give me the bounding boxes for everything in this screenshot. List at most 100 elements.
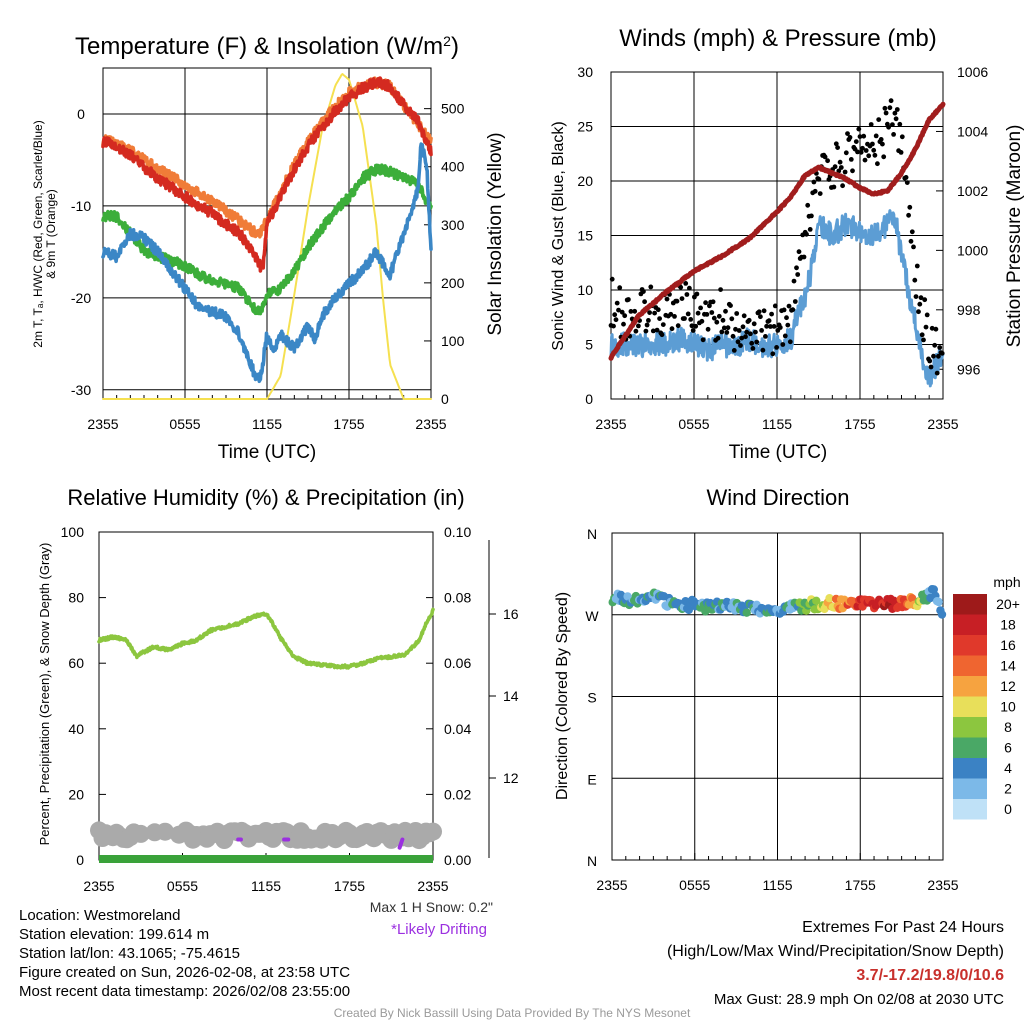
dir-point xyxy=(812,596,821,605)
temp-y-right-tick-label: 300 xyxy=(441,217,465,233)
wind-gust-point xyxy=(659,332,665,338)
wind-gust-point xyxy=(906,212,911,218)
dir-x-tick-label: 0555 xyxy=(679,877,710,893)
wind-gust-point xyxy=(759,328,764,333)
wind-gust-point xyxy=(731,348,737,353)
rh-x-tick-label: 2355 xyxy=(83,878,114,894)
temp-x-tick-label: 2355 xyxy=(87,416,118,432)
wind-gust-point xyxy=(876,117,882,122)
wind-gust-point xyxy=(907,204,913,210)
temp-y-axis-label-line: & 9m T (Orange) xyxy=(44,189,58,279)
dir-point xyxy=(934,597,943,607)
extremes-values: 3.7/-17.2/19.8/0/10.6 xyxy=(856,967,1004,984)
dir-y-tick-label: E xyxy=(587,771,596,787)
rh-plot-area xyxy=(98,531,434,861)
wind-gust-point xyxy=(811,179,817,185)
rh-y-right-tick-label: 0.10 xyxy=(444,524,471,540)
wind-gust-point xyxy=(786,303,792,309)
colorbar-swatch xyxy=(953,799,987,820)
location-text: Location: Westmoreland xyxy=(19,907,181,924)
dir-x-tick-label: 2355 xyxy=(927,877,958,893)
wind-gust-point xyxy=(921,337,926,343)
wind-gust-point xyxy=(720,317,726,323)
wind-gust-point xyxy=(880,141,885,147)
wind-gust-point xyxy=(888,98,894,104)
wind-gust-point xyxy=(904,180,910,186)
temp-series-td xyxy=(101,163,433,316)
wind-gust-point xyxy=(881,154,887,160)
wind-gust-point xyxy=(822,154,828,160)
temp-y-axis-label-line: 2m T, Tₐ, H/WC (Red, Green, Scarlet/Blue… xyxy=(31,120,45,347)
colorbar-label: 4 xyxy=(1004,760,1012,776)
wind-gust-point xyxy=(735,339,741,345)
wind-gust-point xyxy=(903,175,909,180)
wind-gust-point xyxy=(932,342,938,348)
wind-gust-point xyxy=(837,159,843,165)
wind-gust-point xyxy=(835,145,840,151)
wind-gust-point xyxy=(863,148,869,153)
wind-gust-point xyxy=(785,322,791,328)
wind-gust-point xyxy=(753,329,758,335)
wind-gust-point xyxy=(684,292,690,297)
wind-gust-point xyxy=(892,110,898,116)
temp-x-tick-label: 1755 xyxy=(333,416,364,432)
wind-gust-point xyxy=(646,318,651,323)
wind-gust-point xyxy=(929,325,935,331)
wind-gust-point xyxy=(933,326,939,332)
wind-gust-point xyxy=(705,326,711,332)
rh-y-axis-label-left: Percent, Precipitation (Green), & Snow D… xyxy=(37,543,52,846)
wind-gust-point xyxy=(804,231,809,237)
wind-gust-point xyxy=(858,149,864,155)
wind-gust-point xyxy=(791,278,797,284)
wind-gust-point xyxy=(770,351,776,357)
wind-gust-point xyxy=(760,347,766,353)
temp-series-2m-t xyxy=(101,76,433,273)
extremes-title: Extremes For Past 24 Hours xyxy=(802,919,1004,936)
wind-chart-title: Winds (mph) & Pressure (mb) xyxy=(619,25,936,52)
wind-gust-point xyxy=(619,309,625,315)
wind-gust-point xyxy=(908,238,914,244)
wind-gust-point xyxy=(750,346,756,351)
wind-gust-point xyxy=(622,313,628,319)
temp-y-tick-label: 0 xyxy=(77,106,85,122)
wind-gust-point xyxy=(710,299,716,305)
wind-gust-point xyxy=(718,287,723,292)
wind-gust-point xyxy=(862,157,868,163)
wind-gust-point xyxy=(698,305,703,311)
wind-gust-point xyxy=(771,324,777,329)
drifting-mark xyxy=(397,837,405,850)
wind-gust-point xyxy=(614,300,620,306)
wind-gust-point xyxy=(743,334,748,340)
wind-gust-point xyxy=(838,165,844,170)
wind-gust-point xyxy=(801,254,807,260)
wind-gust-point xyxy=(758,314,763,320)
wind-gust-point xyxy=(887,105,893,111)
rh-x-tick-label: 0555 xyxy=(167,878,198,894)
wind-gust-point xyxy=(725,325,731,331)
dir-y-tick-label: W xyxy=(585,608,599,624)
wind-gust-point xyxy=(687,285,692,291)
wind-gust-point xyxy=(685,311,691,317)
rh-y-right-tick-label: 0.06 xyxy=(444,655,471,671)
wind-y-axis-label-left: Sonic Wind & Gust (Blue, Black) xyxy=(550,121,567,350)
rh-y-right-tick-label: 0.00 xyxy=(444,852,471,868)
temp-y-tick-label: -10 xyxy=(71,198,91,214)
wind-gust-point xyxy=(756,309,762,315)
wind-gust-point xyxy=(934,370,940,376)
colorbar-unit-label: mph xyxy=(993,574,1020,590)
wind-gust-point xyxy=(917,301,923,307)
wind-gust-point xyxy=(890,122,895,127)
wind-y-right-tick-label: 998 xyxy=(957,302,981,318)
wind-series-group xyxy=(608,98,946,388)
colorbar-swatch xyxy=(953,758,987,779)
wind-gust-point xyxy=(733,326,738,332)
wind-gust-point xyxy=(617,285,623,291)
dir-point xyxy=(701,607,710,616)
wind-gust-point xyxy=(812,188,818,194)
dir-y-tick-label: N xyxy=(587,853,597,869)
wind-y-axis-label-right: Station Pressure (Maroon) xyxy=(1004,125,1024,348)
wind-gust-point xyxy=(840,183,845,189)
wind-gust-point xyxy=(923,324,929,330)
colorbar-label: 12 xyxy=(1000,678,1016,694)
wind-gust-point xyxy=(660,322,666,327)
